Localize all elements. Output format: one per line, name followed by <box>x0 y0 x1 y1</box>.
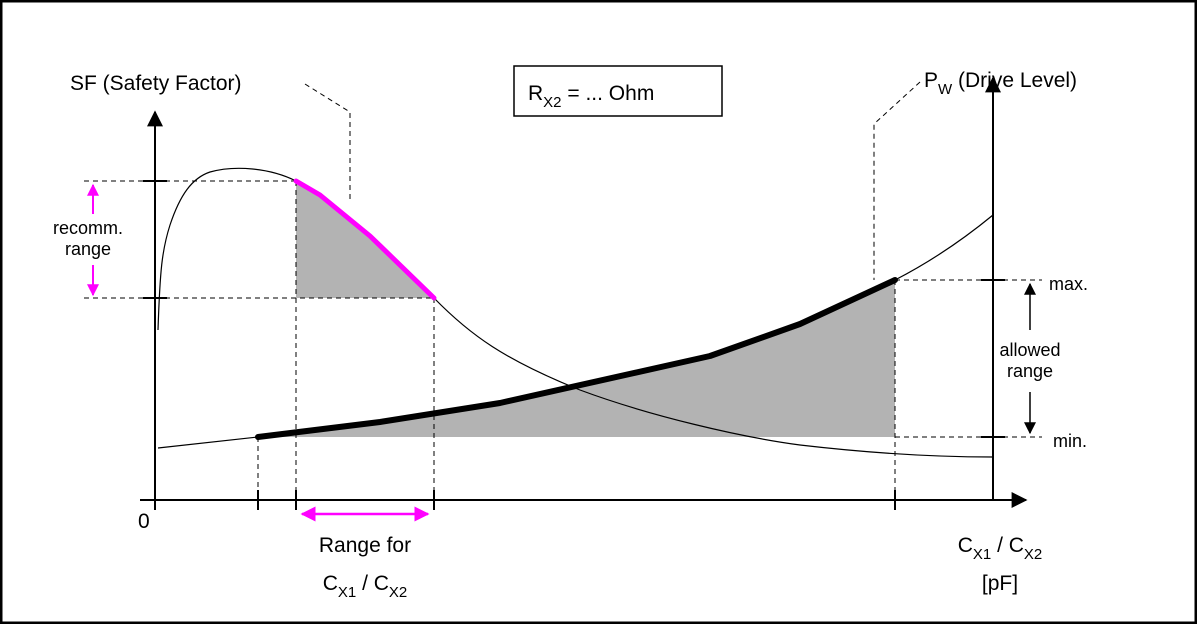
pw-axis-title: PW (Drive Level) <box>924 69 1077 98</box>
rx2-box <box>513 65 723 117</box>
max-label: max. <box>1049 274 1088 294</box>
recomm-range-label-1: recomm. <box>53 218 123 238</box>
pw-shaded-area <box>258 280 895 437</box>
allowed-range-label-1: allowed <box>999 340 1060 360</box>
range-for-label: Range for <box>319 534 411 557</box>
recomm-range-label-2: range <box>65 239 111 259</box>
pw-allowed-segment <box>255 277 898 440</box>
axis-ticks <box>143 180 1005 510</box>
sf-recommended-segment <box>293 178 437 301</box>
allowed-range-label-2: range <box>1007 361 1053 381</box>
x-axis-title: CX1 / CX2 <box>958 534 1043 563</box>
sf-shaded-area <box>296 181 434 298</box>
min-label: min. <box>1053 431 1087 451</box>
sf-axis-title: SF (Safety Factor) <box>70 72 242 95</box>
x-axis-unit: [pF] <box>982 572 1018 595</box>
range-for-cx-label: CX1 / CX2 <box>323 572 408 601</box>
origin-label: 0 <box>138 510 150 533</box>
rx2-label: RX2 = ... Ohm <box>528 82 654 111</box>
guide-lines <box>84 81 1042 505</box>
